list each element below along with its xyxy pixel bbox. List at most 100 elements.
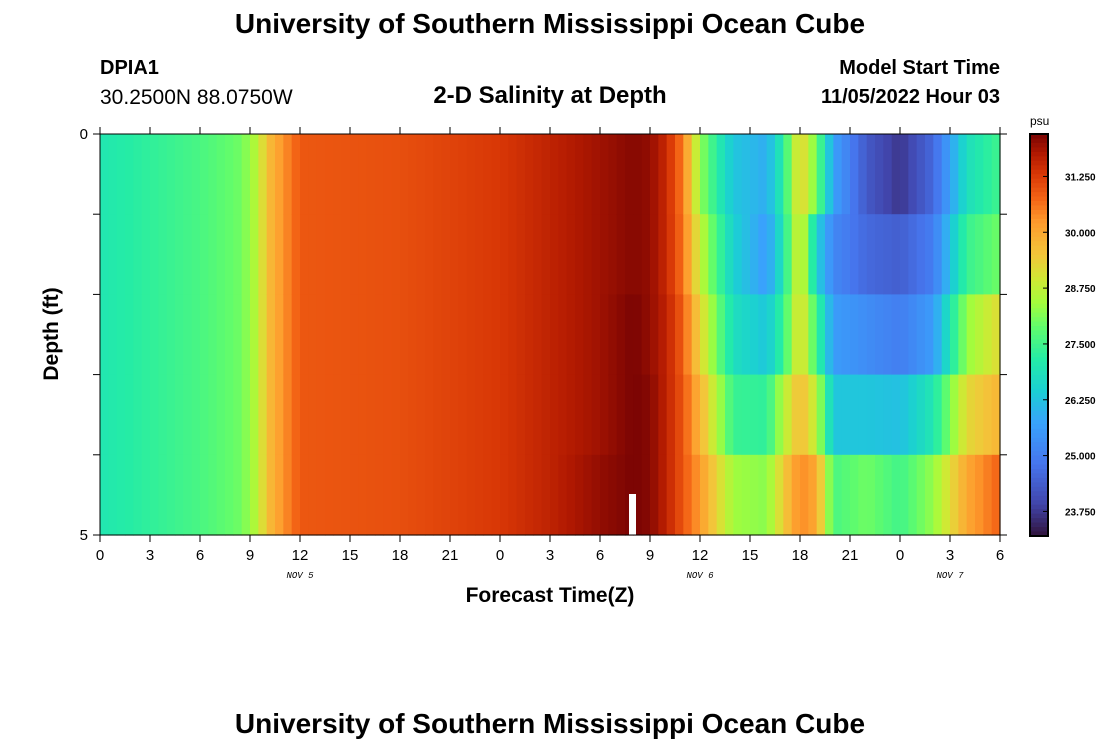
x-tick-label: 12 — [692, 547, 709, 564]
heatmap-cell — [941, 294, 951, 376]
heatmap-cell — [191, 134, 201, 215]
heatmap-cell — [441, 374, 451, 456]
heatmap-cell — [600, 294, 609, 376]
colorbar-segment — [1030, 147, 1048, 153]
heatmap-cell — [766, 214, 776, 295]
colorbar-segment — [1030, 352, 1048, 358]
heatmap-cell — [491, 454, 501, 536]
heatmap-cell — [200, 454, 209, 536]
colorbar-segment — [1030, 531, 1048, 537]
colorbar-tick-label: 31.250 — [1065, 172, 1096, 183]
colorbar-segment — [1030, 451, 1048, 457]
heatmap-cell — [458, 134, 468, 215]
heatmap-cell — [108, 374, 118, 456]
heatmap-cell — [741, 454, 751, 536]
model-start-label: Model Start Time — [839, 57, 1000, 79]
heatmap-cell — [416, 454, 426, 536]
y-axis-label: Depth (ft) — [40, 287, 63, 381]
heatmap-cell — [258, 214, 268, 295]
heatmap-cell — [433, 454, 443, 536]
heatmap-cell — [675, 294, 684, 376]
heatmap-cell — [841, 454, 851, 536]
heatmap-cell — [625, 134, 634, 215]
heatmap-cell — [558, 214, 568, 295]
heatmap-cell — [858, 214, 868, 295]
heatmap-cell — [300, 454, 309, 536]
heatmap-cell — [858, 294, 868, 376]
heatmap-cell — [208, 294, 218, 376]
heatmap-cell — [391, 454, 401, 536]
heatmap-cell — [383, 454, 393, 536]
heatmap-cell — [950, 214, 959, 295]
heatmap-cell — [366, 134, 376, 215]
heatmap-cell — [416, 214, 426, 295]
heatmap-cell — [266, 454, 276, 536]
colorbar-segment — [1030, 272, 1048, 278]
heatmap-cell — [500, 454, 509, 536]
heatmap-cell — [666, 214, 676, 295]
heatmap-cell — [950, 374, 959, 456]
heatmap-cell — [758, 134, 768, 215]
heatmap-cell — [900, 214, 909, 295]
heatmap-cell — [450, 374, 459, 456]
heatmap-cell — [433, 374, 443, 456]
heatmap-cell — [866, 374, 876, 456]
heatmap-cell — [700, 374, 709, 456]
colorbar-segment — [1030, 138, 1048, 144]
heatmap-cell — [333, 134, 343, 215]
heatmap-cell — [933, 374, 943, 456]
heatmap-cell — [275, 214, 284, 295]
heatmap-cell — [950, 294, 959, 376]
heatmap-cell — [575, 374, 584, 456]
heatmap-cell — [816, 374, 826, 456]
heatmap-cell — [466, 454, 476, 536]
heatmap-cell — [583, 294, 593, 376]
heatmap-cell — [991, 454, 1001, 536]
heatmap-cell — [816, 454, 826, 536]
heatmap-cell — [800, 294, 809, 376]
heatmap-cell — [691, 294, 701, 376]
date-label: NOV 7 — [936, 571, 964, 581]
colorbar-segment — [1030, 174, 1048, 180]
heatmap-cell — [983, 454, 993, 536]
heatmap-cell — [216, 374, 226, 456]
heatmap-cell — [525, 134, 534, 215]
colorbar-segment — [1030, 410, 1048, 416]
colorbar-segment — [1030, 276, 1048, 282]
heatmap-cell — [916, 134, 926, 215]
colorbar-segment — [1030, 303, 1048, 309]
heatmap-cell — [925, 214, 934, 295]
heatmap-cell — [200, 294, 209, 376]
colorbar-segment — [1030, 321, 1048, 327]
heatmap-cell — [275, 134, 284, 215]
heatmap-cell — [883, 134, 893, 215]
heatmap-cell — [875, 214, 884, 295]
heatmap-cell — [775, 214, 784, 295]
heatmap-cell — [583, 214, 593, 295]
heatmap-cell — [458, 214, 468, 295]
heatmap-cell — [241, 214, 251, 295]
heatmap-cell — [266, 134, 276, 215]
heatmap-cell — [175, 454, 184, 536]
heatmap-cell — [841, 134, 851, 215]
heatmap-cell — [533, 294, 543, 376]
heatmap-cell — [966, 134, 976, 215]
heatmap-cell — [116, 134, 126, 215]
colorbar-segment — [1030, 402, 1048, 408]
heatmap-cell — [350, 294, 359, 376]
heatmap-cell — [941, 214, 951, 295]
heatmap-cell — [900, 454, 909, 536]
colorbar-segment — [1030, 477, 1048, 483]
heatmap-cell — [366, 294, 376, 376]
colorbar-tick-label: 23.750 — [1065, 507, 1096, 518]
heatmap-cell — [541, 214, 551, 295]
heatmap-cell — [133, 294, 143, 376]
heatmap-cell — [716, 454, 726, 536]
heatmap-cell — [791, 134, 801, 215]
colorbar-segment — [1030, 268, 1048, 274]
heatmap-cell — [291, 374, 301, 456]
x-tick-label: 15 — [342, 547, 359, 564]
heatmap-cell — [683, 454, 693, 536]
heatmap-cell — [775, 134, 784, 215]
heatmap-cell — [350, 454, 359, 536]
